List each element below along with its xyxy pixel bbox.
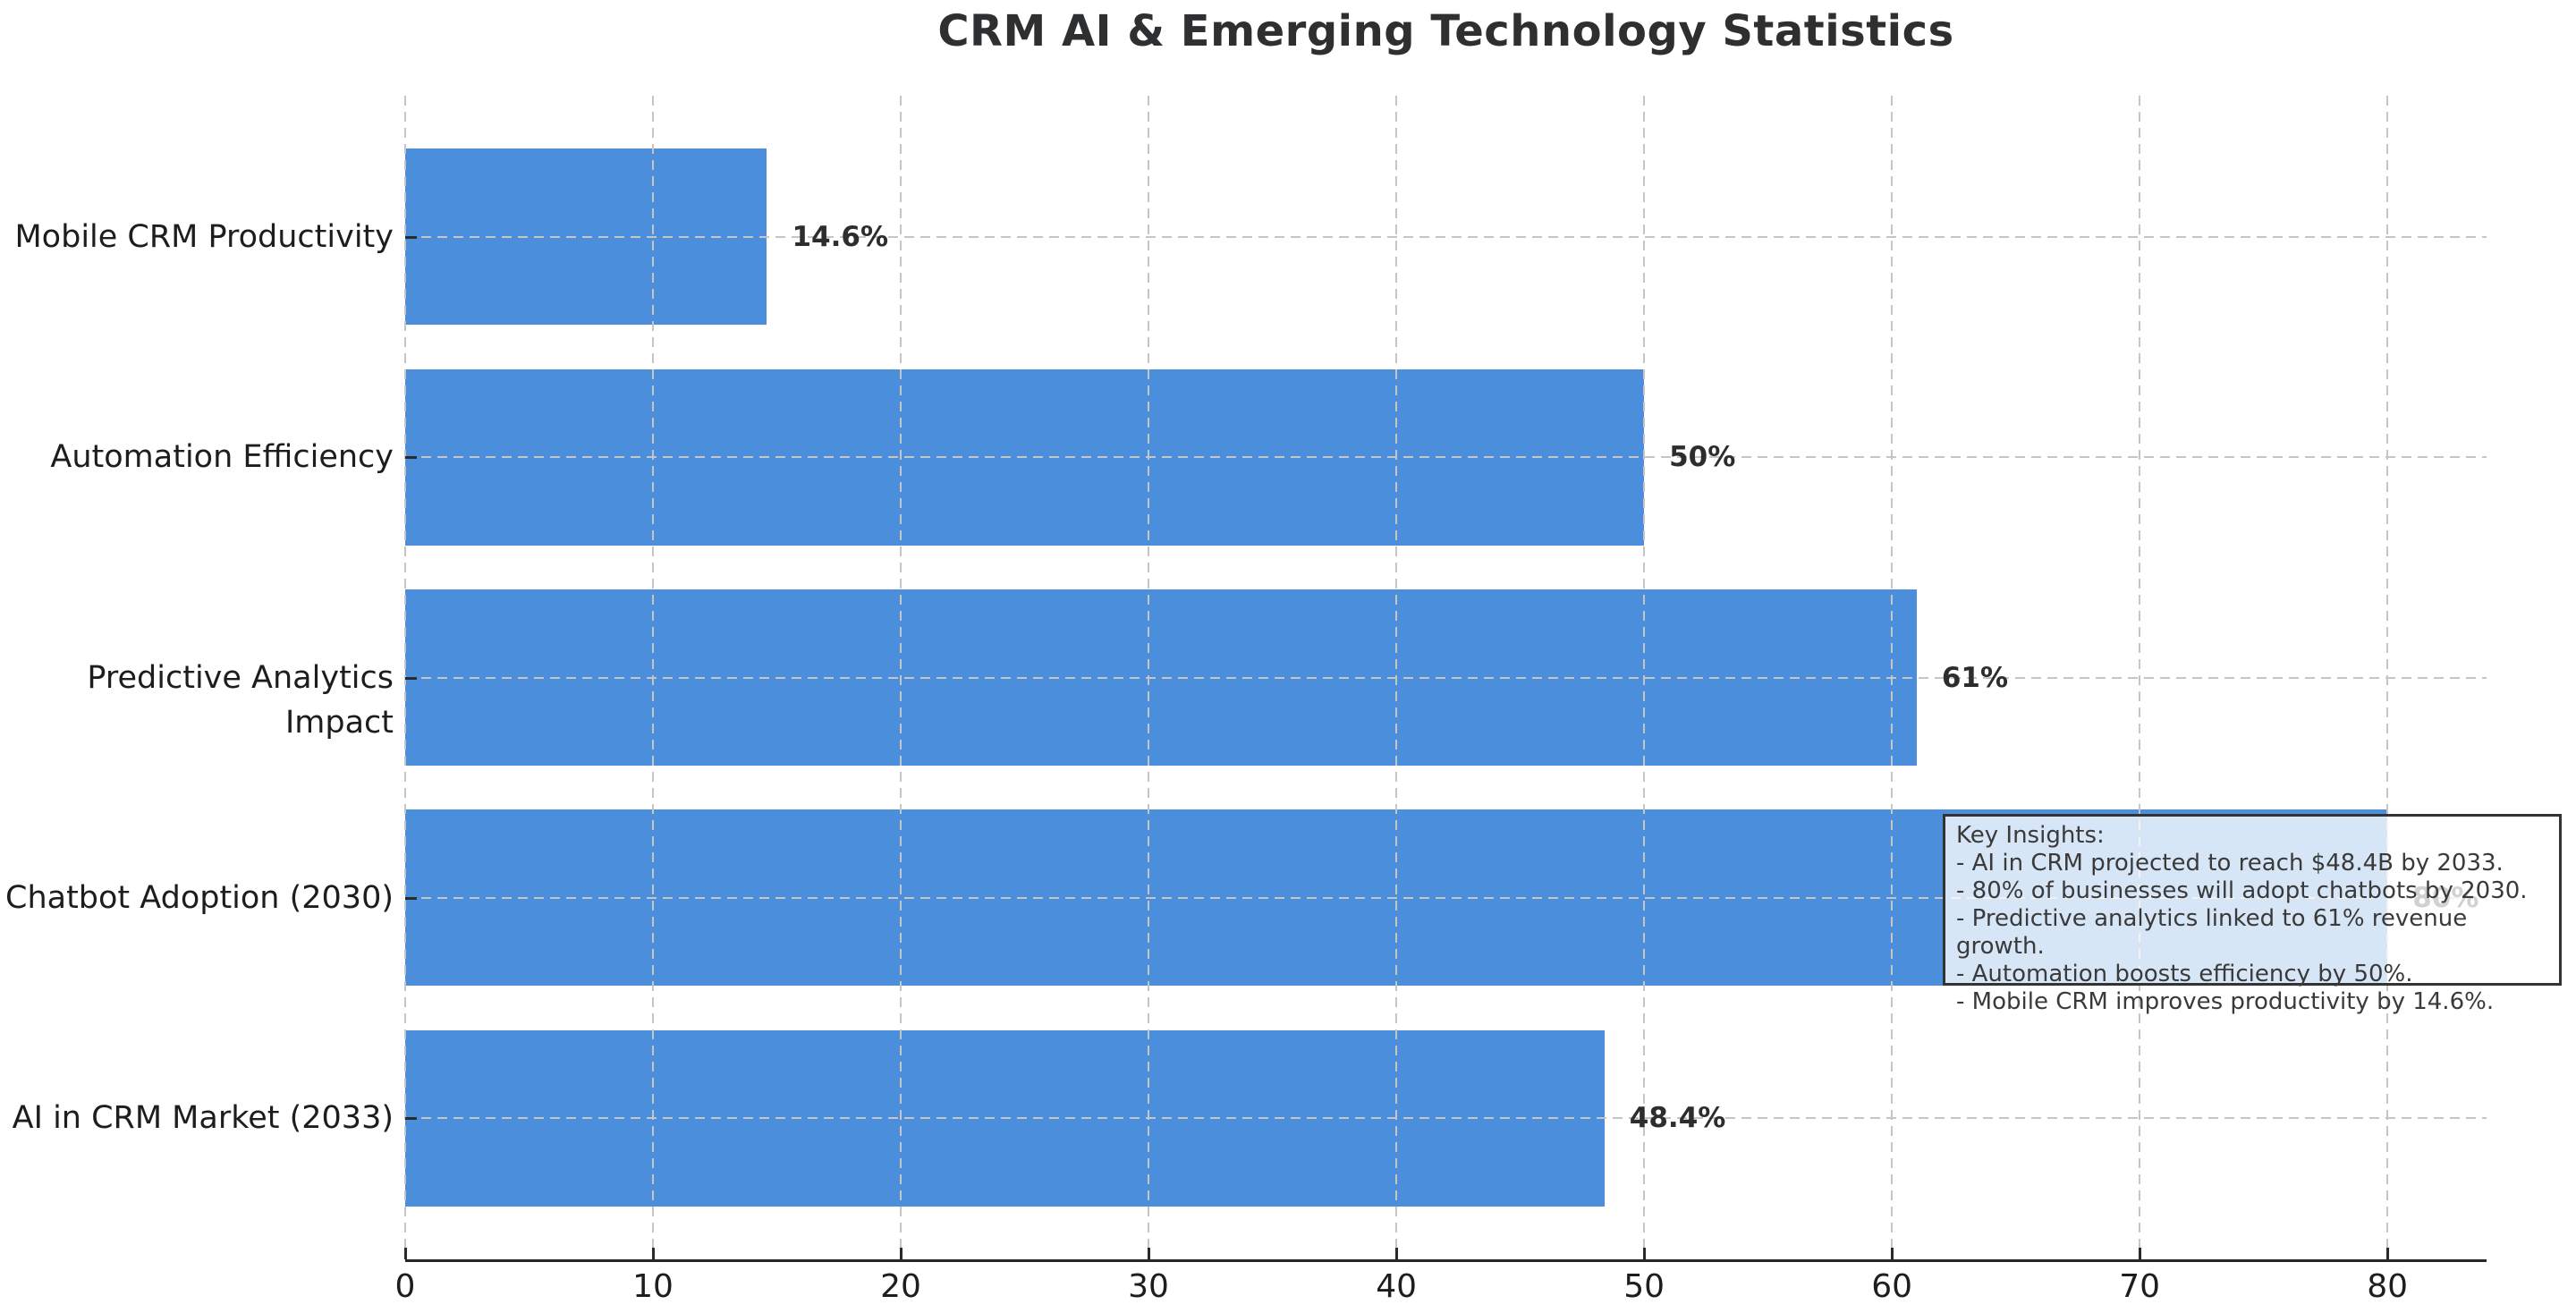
x-tick-label: 60	[1871, 1268, 1913, 1305]
x-tick-mark	[652, 1248, 656, 1259]
gridline-horizontal	[405, 1117, 2487, 1120]
y-axis-label: Chatbot Adoption (2030)	[5, 879, 394, 916]
y-tick-mark	[405, 896, 417, 900]
key-insights-box: Key Insights: - AI in CRM projected to r…	[1943, 814, 2562, 1015]
x-tick-label: 50	[1623, 1268, 1665, 1305]
gridline-horizontal	[405, 896, 2487, 899]
y-tick-mark	[405, 456, 417, 460]
y-axis-label: Automation Efficiency	[50, 439, 394, 476]
x-axis-line	[405, 1259, 2487, 1262]
gridline-horizontal	[405, 235, 2487, 238]
x-tick-label: 80	[2367, 1268, 2409, 1305]
bar-value-label: 14.6%	[792, 220, 888, 253]
bar-value-label: 48.4%	[1629, 1102, 1726, 1135]
y-tick-mark	[405, 1117, 417, 1121]
x-tick-label: 40	[1376, 1268, 1417, 1305]
y-axis-label: Mobile CRM Productivity	[14, 218, 394, 255]
x-tick-label: 70	[2119, 1268, 2161, 1305]
y-tick-mark	[405, 235, 417, 239]
gridline-horizontal	[405, 456, 2487, 459]
x-tick-mark	[900, 1248, 903, 1259]
x-tick-mark	[1891, 1248, 1894, 1259]
x-tick-mark	[1148, 1248, 1151, 1259]
x-tick-mark	[1643, 1248, 1647, 1259]
key-insights-text: Key Insights: - AI in CRM projected to r…	[1956, 822, 2528, 1015]
y-axis-label: Predictive Analytics Impact	[87, 659, 394, 741]
gridline-horizontal	[405, 676, 2487, 679]
y-tick-mark	[405, 676, 417, 680]
x-tick-mark	[404, 1248, 407, 1259]
x-tick-label: 0	[394, 1268, 416, 1305]
bar-value-label: 61%	[1941, 661, 2009, 694]
x-tick-mark	[2386, 1248, 2390, 1259]
x-tick-label: 10	[632, 1268, 674, 1305]
x-tick-mark	[2139, 1248, 2142, 1259]
x-tick-label: 20	[880, 1268, 921, 1305]
chart-title: CRM AI & Emerging Technology Statistics	[937, 6, 1954, 56]
y-axis-label: AI in CRM Market (2033)	[12, 1100, 394, 1137]
x-tick-label: 30	[1128, 1268, 1169, 1305]
bar-value-label: 50%	[1669, 441, 1736, 474]
x-tick-mark	[1395, 1248, 1399, 1259]
